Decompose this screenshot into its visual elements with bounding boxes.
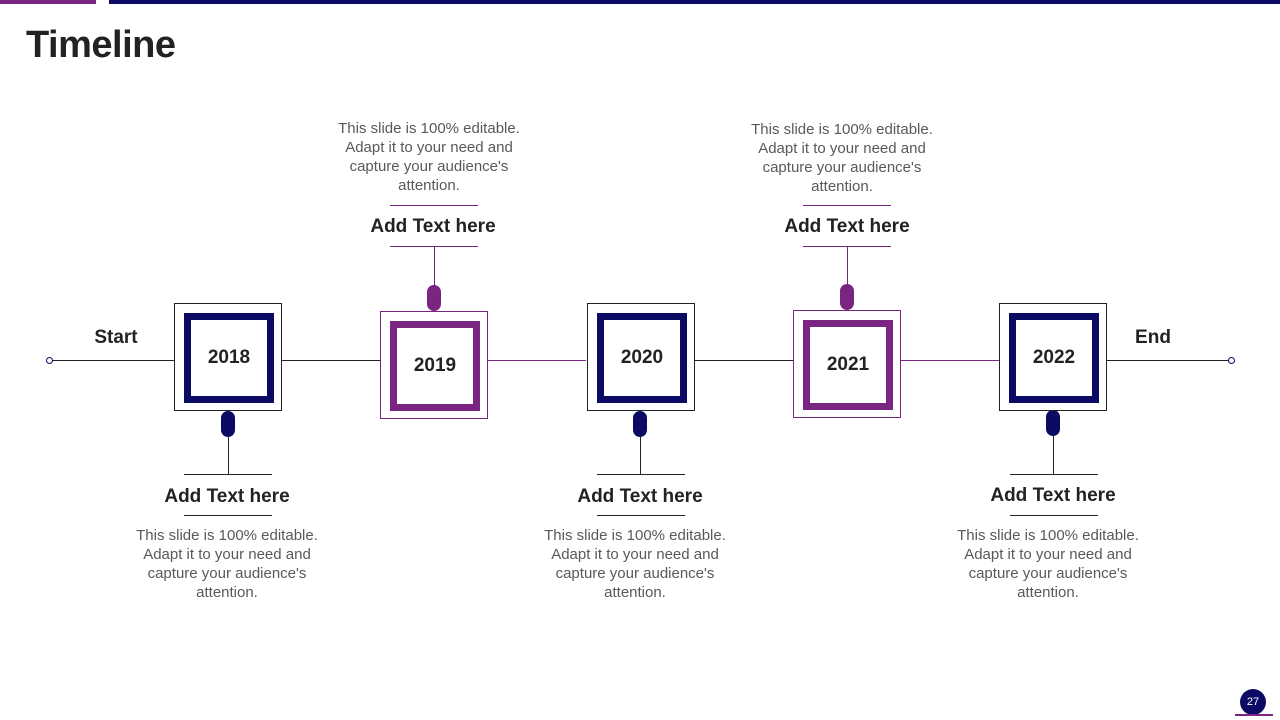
milestone-heading: Add Text here [577, 486, 703, 507]
milestone-description: This slide is 100% editable. Adapt it to… [957, 527, 1139, 601]
top-accent-bar-navy [109, 0, 1280, 4]
connector-tab [221, 411, 235, 437]
milestone-heading: Add Text here [990, 485, 1116, 506]
heading-rule-top [597, 474, 685, 475]
year-box: 2018 [174, 303, 282, 411]
heading-rule-bottom [1010, 515, 1098, 516]
top-accent-bar-purple [0, 0, 96, 4]
connector-tab [633, 411, 647, 437]
timeline-line-2019-2020 [488, 360, 586, 361]
heading-rule-top [184, 474, 272, 475]
year-label: 2020 [620, 347, 664, 368]
timeline-line-end [1107, 360, 1231, 361]
year-label: 2022 [1032, 347, 1076, 368]
heading-rule-bottom [597, 515, 685, 516]
connector-line [1053, 435, 1054, 474]
year-box: 2020 [587, 303, 695, 411]
connector-tab [1046, 410, 1060, 436]
year-box-inner: 2019 [390, 321, 480, 411]
year-box: 2019 [380, 311, 488, 419]
timeline-start-dot [46, 357, 53, 364]
year-box-inner: 2018 [184, 313, 274, 403]
year-label: 2019 [413, 355, 457, 376]
milestone-heading: Add Text here [370, 216, 496, 237]
page-number-underline [1235, 714, 1273, 716]
milestone-description: This slide is 100% editable. Adapt it to… [544, 527, 726, 601]
year-box-inner: 2022 [1009, 313, 1099, 403]
milestone-description: This slide is 100% editable. Adapt it to… [338, 120, 520, 194]
connector-line [640, 436, 641, 474]
slide-title: Timeline [26, 24, 176, 66]
timeline-line-start [50, 360, 174, 361]
connector-tab [427, 285, 441, 311]
timeline-end-dot [1228, 357, 1235, 364]
connector-line [847, 246, 848, 286]
end-label: End [1135, 327, 1171, 348]
timeline-line-2020-2021 [695, 360, 793, 361]
year-label: 2021 [826, 354, 870, 375]
heading-rule-top [1010, 474, 1098, 475]
year-box-inner: 2020 [597, 313, 687, 403]
connector-line [434, 246, 435, 286]
year-box: 2022 [999, 303, 1107, 411]
heading-rule-bottom [184, 515, 272, 516]
connector-tab [840, 284, 854, 310]
timeline-line-2021-2022 [901, 360, 999, 361]
milestone-description: This slide is 100% editable. Adapt it to… [136, 527, 318, 601]
year-box-inner: 2021 [803, 320, 893, 410]
start-label: Start [94, 327, 138, 348]
heading-rule-top [803, 205, 891, 206]
timeline-line-2018-2019 [282, 360, 380, 361]
milestone-description: This slide is 100% editable. Adapt it to… [751, 121, 933, 195]
milestone-heading: Add Text here [164, 486, 290, 507]
milestone-heading: Add Text here [784, 216, 910, 237]
heading-rule-top [390, 205, 478, 206]
connector-line [228, 436, 229, 474]
year-label: 2018 [207, 347, 251, 368]
year-box: 2021 [793, 310, 901, 418]
page-number-badge: 27 [1240, 689, 1266, 715]
